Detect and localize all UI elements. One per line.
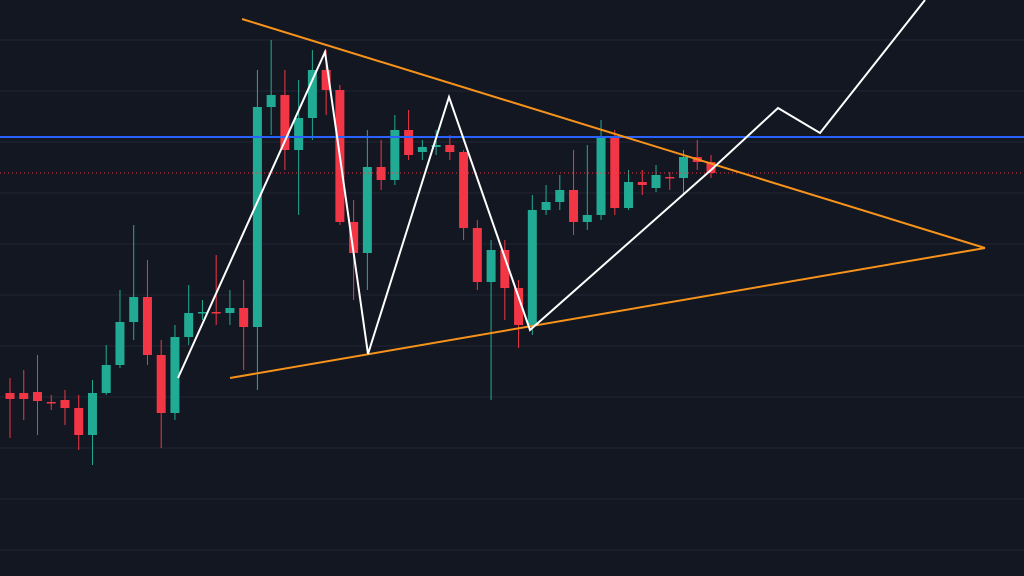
candle-body — [349, 222, 359, 253]
candle-body — [376, 167, 386, 180]
candle-body — [706, 162, 716, 173]
candle-body — [74, 408, 84, 435]
candle-body — [142, 297, 152, 355]
candle-body — [60, 400, 70, 408]
candle-body — [170, 337, 180, 413]
candle-body — [129, 297, 139, 322]
candle-body — [651, 175, 661, 188]
candle-body — [390, 130, 400, 180]
candle-body — [156, 355, 166, 413]
candle-body — [486, 250, 496, 282]
candle-body — [665, 177, 675, 179]
zigzag-projection — [177, 0, 926, 379]
candle-body — [541, 202, 551, 210]
candle-body — [362, 167, 372, 253]
candle-body — [239, 308, 249, 327]
candle-body — [32, 392, 42, 401]
candle-body — [404, 130, 414, 155]
candle-body — [184, 313, 194, 337]
candle-body — [115, 322, 125, 365]
candle-body — [46, 402, 56, 404]
candle-body — [211, 312, 221, 314]
candle-body — [514, 288, 524, 325]
candle-body — [294, 118, 304, 150]
candles — [5, 40, 716, 465]
candle-body — [459, 152, 469, 228]
upper-trendline — [241, 18, 986, 249]
candle-body — [679, 157, 689, 178]
candle-body — [472, 228, 482, 282]
candle-body — [19, 393, 29, 399]
drawings — [0, 0, 1024, 379]
lower-trendline — [229, 247, 986, 379]
candle-body — [225, 308, 235, 313]
candle-body — [582, 215, 592, 222]
candle-body — [417, 147, 427, 152]
candle-body — [197, 312, 207, 314]
candle-body — [569, 190, 579, 222]
candle-body — [637, 182, 647, 185]
candle-body — [266, 95, 276, 107]
candle-body — [307, 70, 317, 118]
candle-body — [280, 95, 290, 150]
candle-body — [252, 107, 262, 327]
candle-body — [431, 145, 441, 147]
candle-body — [500, 250, 510, 288]
candle-body — [624, 182, 634, 208]
candle-body — [555, 190, 565, 202]
candle-body — [321, 70, 331, 90]
candle-body — [596, 137, 606, 215]
candle-body — [610, 137, 620, 208]
candle-body — [527, 210, 537, 325]
candle-body — [101, 365, 111, 393]
candle-body — [87, 393, 97, 435]
candle-body — [5, 393, 15, 399]
candle-body — [445, 145, 455, 152]
